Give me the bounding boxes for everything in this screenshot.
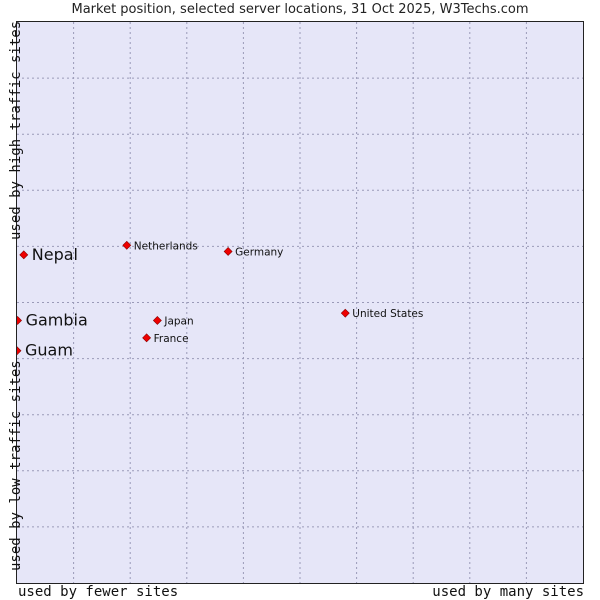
y-axis-label-bottom: used by low traffic sites [8, 360, 24, 571]
data-point-marker[interactable] [152, 316, 162, 325]
data-point-label: Guam [25, 341, 73, 360]
y-axis-label-top: used by high traffic sites [8, 20, 24, 240]
data-point-marker[interactable] [223, 247, 233, 256]
data-point-label: Germany [235, 246, 283, 258]
x-axis-label-left: used by fewer sites [18, 584, 179, 600]
data-point-marker[interactable] [17, 316, 22, 325]
data-point-marker[interactable] [340, 308, 350, 318]
data-point-label: Netherlands [134, 240, 198, 252]
chart-title: Market position, selected server locatio… [71, 2, 529, 17]
data-point-label: Gambia [26, 310, 88, 329]
data-point-label: France [154, 333, 189, 345]
data-point-marker[interactable] [17, 346, 22, 356]
data-point-label: Japan [163, 315, 193, 327]
x-axis-label-right: used by many sites [432, 584, 584, 600]
data-point-marker[interactable] [142, 333, 152, 343]
data-point-label: United States [352, 308, 423, 320]
data-point-label: Nepal [32, 245, 78, 264]
data-point-marker[interactable] [19, 250, 29, 260]
data-point-marker[interactable] [122, 240, 132, 250]
chart-canvas: Netherlands Germany United States Japan Fran… [17, 22, 583, 583]
plot-area: Netherlands Germany United States Japan Fran… [16, 21, 584, 584]
